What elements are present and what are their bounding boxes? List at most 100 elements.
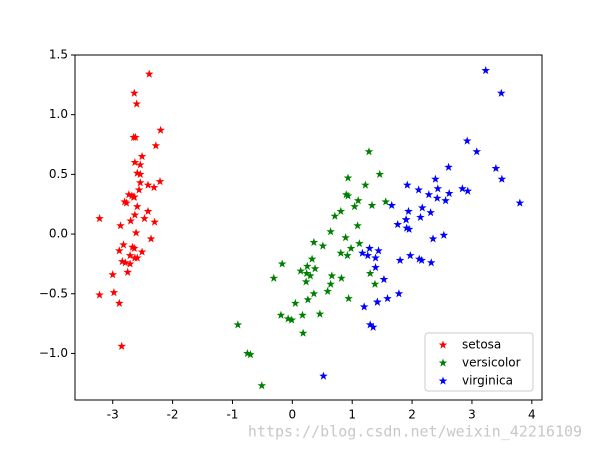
star-point (383, 294, 392, 303)
star-point (116, 221, 125, 230)
star-point (143, 180, 153, 189)
legend-label: setosa (462, 338, 501, 352)
star-point (134, 185, 144, 194)
star-point (149, 183, 159, 192)
star-point (375, 169, 385, 179)
star-point (144, 69, 154, 78)
star-point (336, 206, 346, 216)
star-point (146, 234, 156, 243)
star-point (387, 200, 396, 210)
star-point (361, 180, 370, 189)
star-point (497, 88, 506, 97)
star-point (124, 190, 134, 199)
star-point (472, 147, 482, 156)
star-point (95, 290, 104, 299)
star-point (131, 228, 141, 237)
star-point (132, 253, 142, 262)
star-point (370, 279, 380, 288)
star-point (287, 315, 297, 324)
star-point (156, 125, 165, 134)
star-point (130, 157, 140, 167)
star-point (123, 267, 132, 276)
legend-box (424, 332, 534, 392)
star-point (132, 99, 141, 108)
star-point (269, 273, 279, 282)
star-point (319, 371, 328, 380)
star-point (346, 243, 356, 253)
star-point (404, 206, 413, 216)
star-point (135, 160, 145, 169)
star-point (395, 255, 405, 264)
star-point (343, 173, 353, 182)
star-point (359, 302, 369, 311)
star-point (327, 271, 337, 280)
plot-frame (74, 54, 543, 401)
star-point (367, 200, 377, 210)
star-point (277, 259, 287, 268)
legend-marker (438, 340, 448, 349)
star-point (303, 261, 312, 270)
star-point (365, 320, 375, 329)
star-point (301, 277, 311, 286)
star-point (424, 190, 434, 199)
star-point (393, 220, 402, 229)
star-point (257, 381, 267, 390)
star-point (379, 274, 389, 284)
star-point (341, 233, 350, 242)
star-point (401, 215, 411, 224)
legend-label: versicolor (462, 356, 521, 370)
star-point (125, 251, 135, 260)
star-point (119, 240, 128, 249)
y-tick-label: 0.5 (49, 167, 68, 181)
star-point (343, 251, 352, 260)
star-point (365, 243, 374, 253)
star-point (233, 320, 243, 329)
star-point (355, 239, 364, 248)
star-point (381, 197, 391, 206)
star-point (402, 223, 411, 232)
star-point (365, 268, 375, 278)
star-point (155, 177, 165, 186)
star-point (462, 136, 472, 145)
star-point (463, 186, 473, 195)
star-point (323, 286, 332, 296)
star-point (298, 310, 307, 319)
star-point (374, 246, 383, 255)
x-tick-label: -3 (107, 408, 119, 422)
y-tick-label: 0.0 (49, 227, 68, 241)
star-point (426, 258, 436, 267)
star-point (371, 262, 380, 272)
star-point (433, 184, 443, 193)
star-point (302, 268, 311, 278)
star-point (129, 243, 139, 253)
star-point (108, 270, 117, 279)
legend-label: virginica (462, 374, 513, 388)
star-point (283, 314, 293, 323)
star-point (276, 310, 286, 319)
star-point (306, 271, 315, 280)
star-point (341, 190, 351, 199)
star-point (353, 221, 362, 230)
star-point (143, 206, 153, 216)
star-point (122, 198, 131, 207)
star-point (417, 203, 427, 212)
star-point (95, 214, 104, 223)
star-point (121, 258, 130, 267)
y-tick-label: 1.0 (49, 107, 68, 121)
star-point (137, 247, 147, 256)
star-point (126, 216, 135, 225)
star-point (444, 188, 454, 198)
star-point (364, 147, 374, 156)
star-point (129, 88, 139, 97)
star-point (368, 322, 378, 331)
star-point (515, 198, 525, 207)
star-point (458, 184, 467, 193)
star-point (137, 151, 147, 161)
star-point (243, 348, 252, 358)
star-point (291, 298, 300, 307)
legend-marker (438, 376, 448, 385)
star-point (127, 191, 137, 200)
star-point (330, 211, 340, 220)
star-point (326, 227, 335, 236)
y-tick-label: −1.0 (39, 346, 68, 360)
